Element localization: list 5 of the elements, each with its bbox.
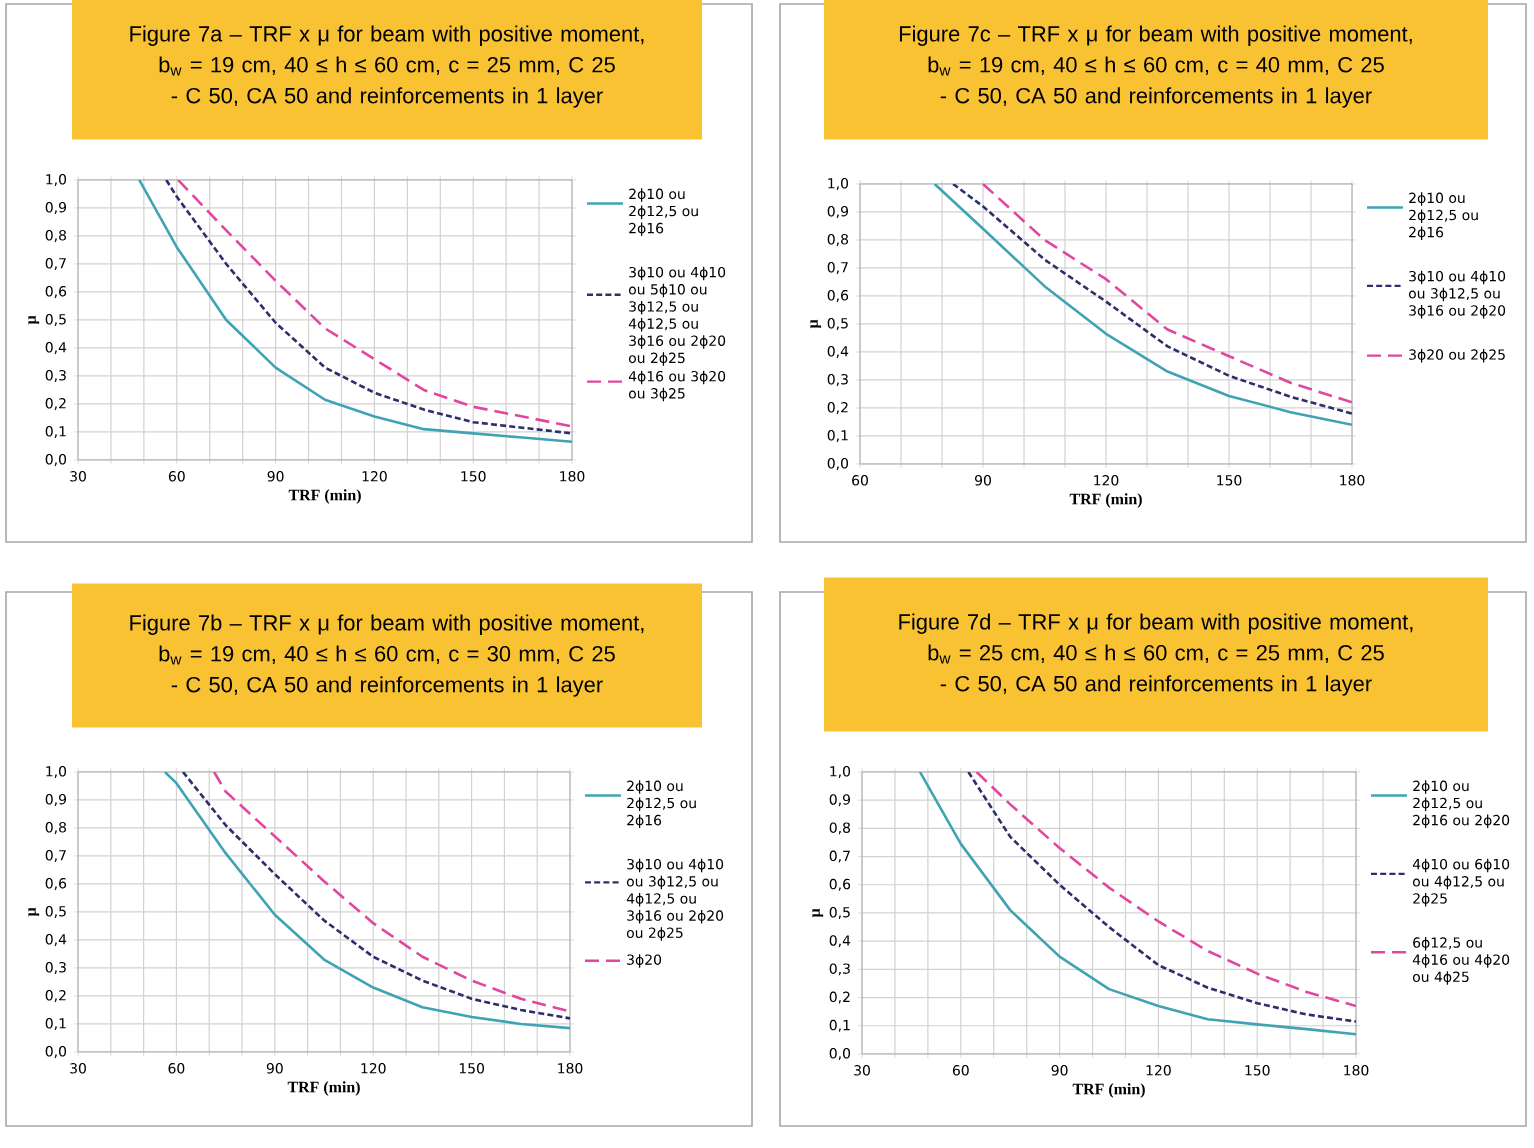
chart-title: Figure 7a – TRF x μ for beam with positive moment, b$_{w}$ = 19 cm, 40 ≤ h ≤ 60 cm, c = 25 mm, C 25 - C 50, CA 50 and reinforcements in 1 layer: [130, 25, 644, 108]
chart-title: Figure 7c – TRF x μ for beam with positive moment, b$_{w}$ = 19 cm, 40 ≤ h ≤ 60 cm, c = 40 mm, C 25 - C 50, CA 50 and reinforcements in 1 layer: [899, 25, 1412, 108]
line-series: [918, 771, 1357, 1036]
chart-title: Figure 7d – TRF x μ for beam with positive moment, b$_{w}$ = 25 cm, 40 ≤ h ≤ 60 cm, c = 25 mm, C 25 - C 50, CA 50 and reinforcements in 1 layer: [899, 613, 1413, 696]
chart-title: Figure 7b – TRF x μ for beam with positive moment, b$_{w}$ = 19 cm, 40 ≤ h ≤ 60 cm, c = 30 mm, C 25 - C 50, CA 50 and reinforcements in 1 layer: [130, 614, 644, 697]
